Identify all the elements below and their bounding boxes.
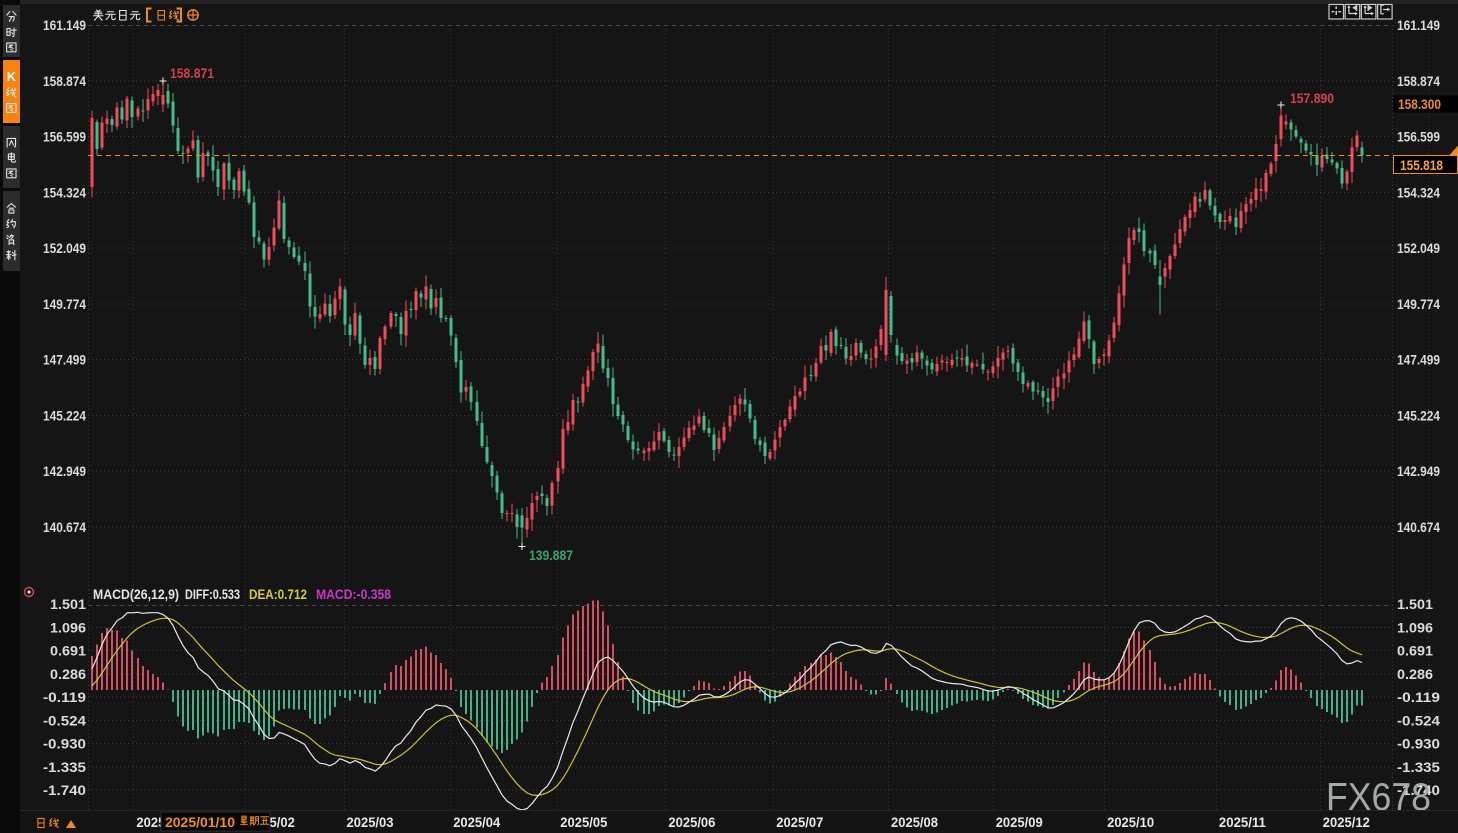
- svg-text:161.149: 161.149: [1397, 17, 1440, 33]
- svg-text:2025/05: 2025/05: [560, 814, 607, 830]
- svg-text:0.691: 0.691: [1397, 643, 1433, 659]
- svg-text:DEA:0.712: DEA:0.712: [249, 586, 307, 602]
- svg-text:145.224: 145.224: [1397, 408, 1440, 424]
- svg-text:-1.740: -1.740: [1397, 782, 1440, 798]
- svg-text:2025/11: 2025/11: [1219, 814, 1266, 830]
- svg-text:0.286: 0.286: [1397, 666, 1433, 682]
- svg-text:1.501: 1.501: [50, 596, 86, 612]
- svg-text:161.149: 161.149: [43, 17, 86, 33]
- svg-text:140.674: 140.674: [43, 519, 86, 535]
- svg-text:156.599: 156.599: [1397, 129, 1440, 145]
- svg-text:142.949: 142.949: [43, 463, 86, 479]
- svg-text:K: K: [7, 69, 17, 84]
- svg-text:139.887: 139.887: [529, 547, 573, 563]
- svg-text:2025/09: 2025/09: [996, 814, 1043, 830]
- svg-text:152.049: 152.049: [43, 240, 86, 256]
- svg-text:152.049: 152.049: [1397, 240, 1440, 256]
- svg-text:2025/10: 2025/10: [1107, 814, 1154, 830]
- svg-text:147.499: 147.499: [43, 352, 86, 368]
- svg-text:2025/06: 2025/06: [668, 814, 715, 830]
- svg-text:DIFF:0.533: DIFF:0.533: [185, 586, 240, 602]
- svg-text:158.874: 158.874: [1397, 73, 1440, 89]
- svg-text:-0.119: -0.119: [43, 689, 86, 705]
- svg-text:2025/08: 2025/08: [891, 814, 938, 830]
- svg-text:1.501: 1.501: [1397, 596, 1433, 612]
- svg-text:145.224: 145.224: [43, 408, 86, 424]
- svg-text:1.096: 1.096: [1397, 619, 1433, 635]
- svg-text:158.300: 158.300: [1398, 96, 1441, 112]
- svg-text:158.874: 158.874: [43, 73, 86, 89]
- svg-text:-0.119: -0.119: [1397, 689, 1440, 705]
- svg-text:147.499: 147.499: [1397, 352, 1440, 368]
- svg-text:157.890: 157.890: [1290, 90, 1334, 106]
- svg-text:MACD(26,12,9): MACD(26,12,9): [93, 586, 179, 602]
- svg-text:2025/07: 2025/07: [776, 814, 823, 830]
- svg-text:-0.930: -0.930: [1397, 736, 1440, 752]
- svg-text:140.674: 140.674: [1397, 519, 1440, 535]
- svg-text:0.286: 0.286: [50, 666, 86, 682]
- svg-text:149.774: 149.774: [43, 296, 86, 312]
- svg-text:154.324: 154.324: [1397, 184, 1440, 200]
- svg-text:MACD:-0.358: MACD:-0.358: [316, 586, 391, 602]
- svg-text:0.691: 0.691: [50, 643, 86, 659]
- svg-text:-1.335: -1.335: [1397, 759, 1440, 775]
- svg-text:-0.930: -0.930: [43, 736, 86, 752]
- svg-text:2025/03: 2025/03: [347, 814, 394, 830]
- svg-text:2025/12: 2025/12: [1323, 814, 1370, 830]
- svg-text:156.599: 156.599: [43, 129, 86, 145]
- svg-text:-1.740: -1.740: [43, 782, 86, 798]
- svg-text:154.324: 154.324: [43, 184, 86, 200]
- svg-text:2025/04: 2025/04: [453, 814, 500, 830]
- svg-text:-0.524: -0.524: [1397, 712, 1440, 728]
- svg-text:-0.524: -0.524: [43, 712, 86, 728]
- svg-text:149.774: 149.774: [1397, 296, 1440, 312]
- svg-text:2025/01/10: 2025/01/10: [165, 814, 235, 830]
- svg-text:158.871: 158.871: [170, 65, 214, 81]
- svg-text:142.949: 142.949: [1397, 463, 1440, 479]
- svg-text:-1.335: -1.335: [43, 759, 86, 775]
- svg-text:155.818: 155.818: [1400, 157, 1443, 173]
- svg-text:1.096: 1.096: [50, 619, 86, 635]
